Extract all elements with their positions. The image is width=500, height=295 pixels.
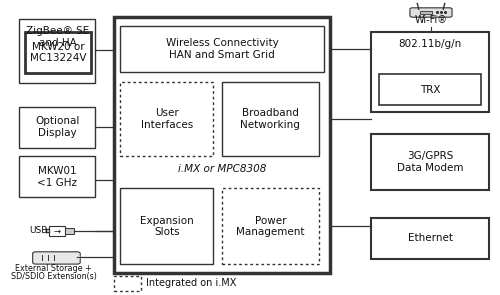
Text: SD/SDIO Extension(s): SD/SDIO Extension(s) [11, 272, 96, 281]
Bar [25, 32, 91, 73]
Text: Wireless Connectivity
HAN and Smart Grid: Wireless Connectivity HAN and Smart Grid [166, 38, 278, 60]
Bar [114, 276, 141, 291]
Text: ZigBee® SE
and HA: ZigBee® SE and HA [26, 26, 89, 48]
Text: i.MX or MPC8308: i.MX or MPC8308 [178, 164, 266, 174]
Text: USB: USB [30, 226, 48, 235]
Bar [371, 32, 489, 112]
Bar [20, 106, 96, 148]
Text: Integrated on i.MX: Integrated on i.MX [146, 278, 236, 289]
FancyBboxPatch shape [410, 8, 452, 17]
Bar [120, 189, 214, 264]
Text: User
Interfaces: User Interfaces [141, 108, 193, 130]
Text: Ethernet: Ethernet [408, 233, 453, 243]
Text: Optional
Display: Optional Display [35, 116, 80, 138]
Text: 802.11b/g/n: 802.11b/g/n [398, 39, 462, 49]
Bar [378, 74, 482, 105]
Text: →: → [54, 227, 60, 236]
Text: Power
Management: Power Management [236, 216, 304, 237]
Bar [420, 11, 432, 14]
Bar [222, 189, 319, 264]
Bar [371, 218, 489, 258]
Text: External Storage +: External Storage + [16, 264, 92, 273]
Text: MKW20 or
MC13224V: MKW20 or MC13224V [30, 42, 86, 63]
Bar [120, 82, 214, 156]
Text: MKW01
<1 GHz: MKW01 <1 GHz [38, 166, 78, 188]
Bar [20, 19, 96, 83]
Bar [120, 26, 324, 71]
Bar [114, 17, 330, 273]
Text: Wi-Fi®: Wi-Fi® [414, 15, 448, 25]
Bar [222, 82, 319, 156]
Text: Broadband
Networking: Broadband Networking [240, 108, 300, 130]
Bar [50, 226, 65, 236]
Bar [65, 228, 74, 234]
Bar [371, 134, 489, 190]
Bar [20, 156, 96, 197]
Text: TRX: TRX [420, 85, 440, 95]
Text: Expansion
Slots: Expansion Slots [140, 216, 194, 237]
Text: 3G/GPRS
Data Modem: 3G/GPRS Data Modem [397, 151, 464, 173]
FancyBboxPatch shape [32, 252, 80, 264]
